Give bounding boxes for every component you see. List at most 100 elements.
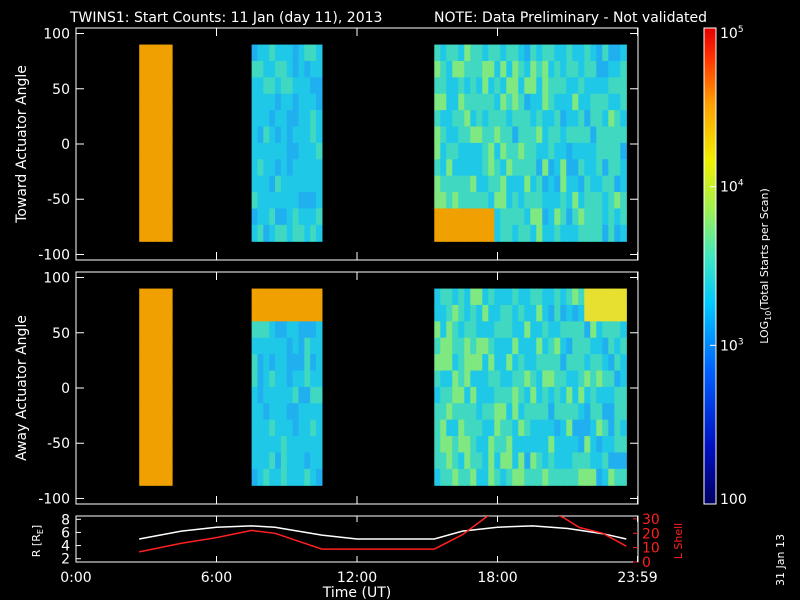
heatmap-cell xyxy=(566,77,573,95)
heatmap-cell xyxy=(145,436,153,454)
heatmap-cell xyxy=(566,192,573,210)
heatmap-cell xyxy=(530,208,537,226)
heatmap-cell xyxy=(530,436,537,454)
heatmap-cell xyxy=(620,93,627,111)
heatmap-cell xyxy=(165,419,173,437)
heatmap-cell xyxy=(500,403,507,421)
heatmap-cell xyxy=(512,354,519,372)
heatmap-cell xyxy=(500,354,507,372)
heatmap-cell xyxy=(488,159,495,177)
heatmap-cell xyxy=(316,436,323,454)
heatmap-cell xyxy=(548,142,555,160)
x-tick-label: 18:00 xyxy=(477,570,517,586)
heatmap-cell xyxy=(298,142,305,160)
heatmap-cell xyxy=(596,354,603,372)
heatmap-cell xyxy=(275,337,282,355)
heatmap-cell xyxy=(257,126,264,144)
heatmap-cell xyxy=(152,288,160,306)
heatmap-cell xyxy=(470,370,477,388)
heatmap-cell xyxy=(458,304,465,322)
heatmap-cell xyxy=(542,224,549,242)
heatmap-cell xyxy=(488,93,495,111)
heatmap-cell xyxy=(482,354,489,372)
heatmap-cell xyxy=(590,386,597,404)
heatmap-cell xyxy=(464,436,471,454)
heatmap-cell xyxy=(280,337,288,355)
heatmap-cell xyxy=(458,208,465,226)
heatmap-cell xyxy=(578,77,585,95)
heatmap-cell xyxy=(530,192,537,210)
heatmap-cell xyxy=(304,321,311,339)
heatmap-cell xyxy=(524,126,531,144)
heatmap-cell xyxy=(470,175,477,193)
heatmap-cell xyxy=(145,452,153,470)
heatmap-cell xyxy=(257,224,264,242)
heatmap-cell xyxy=(275,224,282,242)
heatmap-cell xyxy=(536,304,543,322)
away-ylabel: Away Actuator Angle xyxy=(14,315,30,461)
heatmap-cell xyxy=(488,354,495,372)
heatmap-cell xyxy=(572,192,579,210)
heatmap-cell xyxy=(476,208,483,226)
heatmap-cell xyxy=(602,354,609,372)
right-tick-label: 10 xyxy=(642,541,660,557)
heatmap-cell xyxy=(542,93,549,111)
heatmap-cell xyxy=(542,386,549,404)
heatmap-cell xyxy=(316,224,323,242)
heatmap-cell xyxy=(292,60,300,78)
heatmap-cell xyxy=(518,370,525,388)
heatmap-cell xyxy=(434,159,441,177)
heatmap-cell xyxy=(494,126,501,144)
heatmap-cell xyxy=(470,386,477,404)
heatmap-cell xyxy=(530,403,537,421)
heatmap-cell xyxy=(494,452,501,470)
heatmap-cell xyxy=(458,337,465,355)
heatmap-cell xyxy=(304,126,311,144)
heatmap-cell xyxy=(578,354,585,372)
heatmap-cell xyxy=(145,77,153,95)
heatmap-cell xyxy=(434,468,441,486)
heatmap-cell xyxy=(620,304,627,322)
heatmap-cell xyxy=(488,452,495,470)
heatmap-cell xyxy=(452,321,459,339)
heatmap-cell xyxy=(602,288,609,306)
heatmap-cell xyxy=(608,386,615,404)
heatmap-cell xyxy=(145,386,153,404)
heatmap-cell xyxy=(602,77,609,95)
heatmap-cell xyxy=(464,126,471,144)
y-tick-label: 100 xyxy=(43,27,70,43)
lshell-series-line xyxy=(139,516,627,553)
heatmap-cell xyxy=(263,224,270,242)
heatmap-cell xyxy=(275,175,282,193)
heatmap-cell xyxy=(310,142,317,160)
heatmap-cell xyxy=(440,110,447,128)
heatmap-cell xyxy=(275,452,282,470)
heatmap-cell xyxy=(139,337,147,355)
heatmap-cell xyxy=(476,386,483,404)
heatmap-cell xyxy=(524,159,531,177)
heatmap-cell xyxy=(310,452,317,470)
heatmap-cell xyxy=(608,110,615,128)
heatmap-cell xyxy=(139,126,147,144)
heatmap-cell xyxy=(572,126,579,144)
heatmap-cell xyxy=(292,93,300,111)
left-tick-label: 8 xyxy=(61,512,70,528)
heatmap-cell xyxy=(464,337,471,355)
heatmap-cell xyxy=(158,208,167,226)
heatmap-cell xyxy=(434,208,441,226)
heatmap-cell xyxy=(251,354,259,372)
heatmap-cell xyxy=(518,452,525,470)
heatmap-cell xyxy=(596,44,603,62)
heatmap-cell xyxy=(518,159,525,177)
heatmap-cell xyxy=(298,337,305,355)
heatmap-cell xyxy=(536,142,543,160)
heatmap-cell xyxy=(470,321,477,339)
heatmap-cell xyxy=(452,175,459,193)
heatmap-cell xyxy=(257,159,264,177)
heatmap-cell xyxy=(158,142,167,160)
heatmap-cell xyxy=(275,77,282,95)
heatmap-cell xyxy=(257,142,264,160)
heatmap-cell xyxy=(476,468,483,486)
heatmap-cell xyxy=(263,403,270,421)
heatmap-cell xyxy=(536,126,543,144)
